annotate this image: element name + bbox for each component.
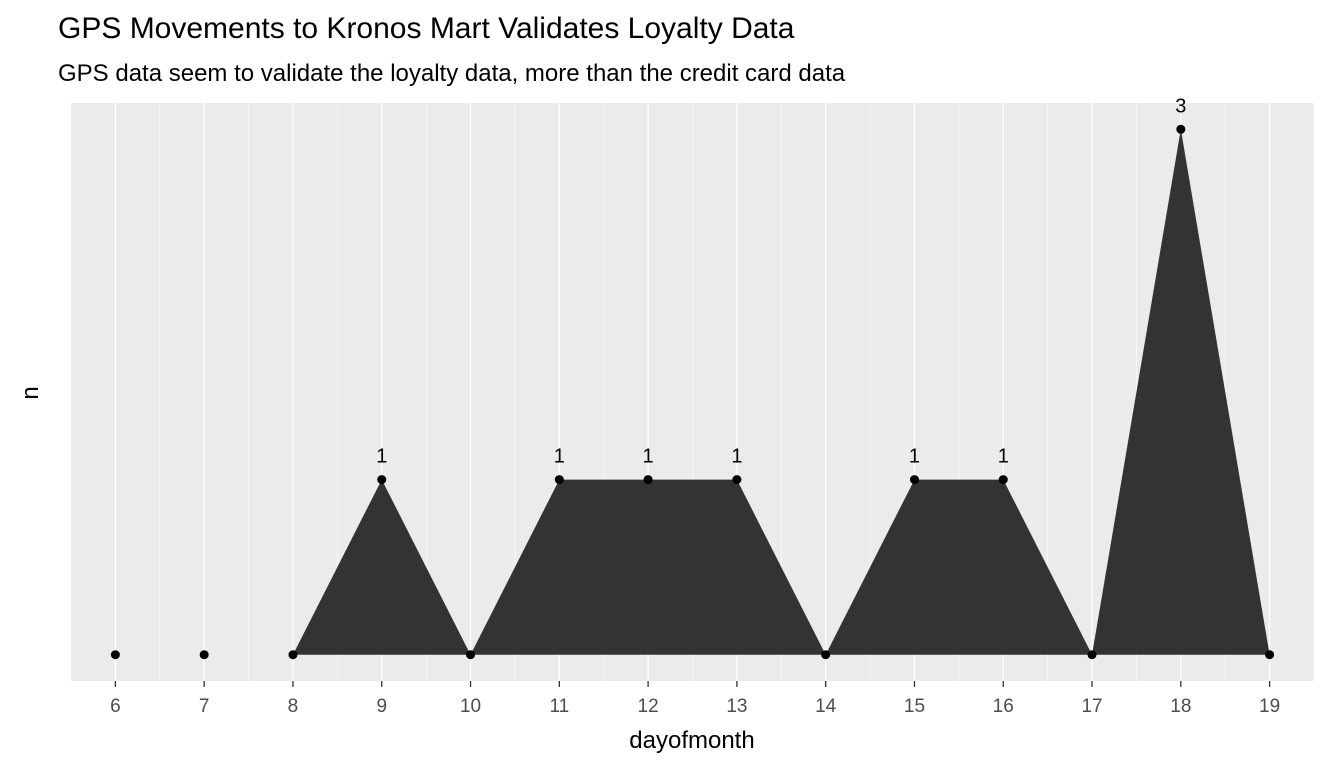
- x-tick-label: 15: [904, 696, 925, 717]
- x-tick-label: 17: [1081, 696, 1102, 717]
- x-tick-label: 13: [726, 696, 747, 717]
- x-tick-label: 18: [1170, 696, 1191, 717]
- x-tick-label: 19: [1259, 696, 1280, 717]
- data-label: 1: [998, 446, 1009, 468]
- x-tick-label: 8: [288, 696, 299, 717]
- data-point: [288, 650, 298, 660]
- data-point: [466, 650, 476, 660]
- data-label: 1: [554, 446, 565, 468]
- x-tick-label: 14: [815, 696, 837, 717]
- x-tick-label: 9: [376, 696, 387, 717]
- data-label: 1: [643, 446, 654, 468]
- area-segment: [1092, 129, 1270, 655]
- chart-subtitle: GPS data seem to validate the loyalty da…: [58, 60, 846, 87]
- data-label: 1: [376, 446, 387, 468]
- x-tick-label: 6: [110, 696, 121, 717]
- data-point: [377, 475, 387, 485]
- x-axis-ticks: 6 7 8 9 10 11 12 13 14 15 16 17 18 19: [110, 681, 1280, 717]
- data-label: 1: [909, 446, 920, 468]
- x-tick-label: 7: [199, 696, 210, 717]
- data-point: [554, 475, 564, 485]
- data-label: 3: [1175, 95, 1186, 117]
- data-point: [821, 650, 831, 660]
- area-fills: [292, 129, 1270, 655]
- x-tick-label: 16: [993, 696, 1014, 717]
- data-point: [110, 650, 120, 660]
- data-point: [1176, 124, 1186, 134]
- data-point: [732, 475, 742, 485]
- x-axis-title: dayofmonth: [629, 727, 754, 754]
- data-label: 1: [731, 446, 742, 468]
- data-point: [998, 475, 1008, 485]
- data-point: [643, 475, 653, 485]
- area-segment: [470, 479, 826, 655]
- data-points: [110, 124, 1275, 660]
- area-segment: [292, 479, 471, 655]
- x-tick-label: 11: [549, 696, 569, 717]
- x-tick-label: 10: [460, 696, 481, 717]
- data-point: [1265, 650, 1275, 660]
- data-point: [909, 475, 919, 485]
- data-point: [199, 650, 209, 660]
- data-point: [1087, 650, 1097, 660]
- chart-title: GPS Movements to Kronos Mart Validates L…: [58, 12, 795, 45]
- x-tick-label: 12: [638, 696, 659, 717]
- data-labels: 1 1 1 1 1 1 3: [376, 95, 1186, 467]
- area-segment: [825, 479, 1093, 655]
- y-axis-title: n: [17, 386, 44, 399]
